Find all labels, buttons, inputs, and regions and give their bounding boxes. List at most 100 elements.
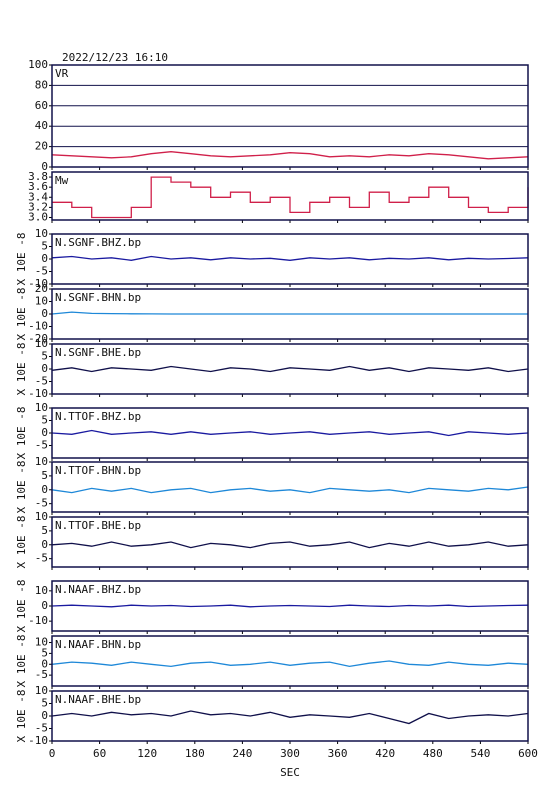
y-tick-label: -10 xyxy=(28,277,48,290)
y-tick-label: 10 xyxy=(35,510,48,523)
x-tick-label: 300 xyxy=(280,747,300,760)
panel-label: VR xyxy=(55,67,69,80)
y-tick-label: 3.4 xyxy=(28,190,48,203)
y-axis-label: X 10E -8 xyxy=(15,233,28,286)
panel-frame xyxy=(51,461,529,513)
y-tick-label: 10 xyxy=(35,337,48,350)
y-tick-label: 80 xyxy=(35,78,48,91)
panel-frame xyxy=(51,516,529,568)
panel-label: Mw xyxy=(55,174,69,187)
y-tick-label: -5 xyxy=(35,497,48,510)
y-tick-label: 5 xyxy=(41,646,48,659)
panel-frame xyxy=(51,580,529,632)
x-tick-label: 180 xyxy=(185,747,205,760)
trace xyxy=(51,429,529,437)
panel-frame xyxy=(51,233,529,285)
trace xyxy=(52,176,529,219)
y-axis-label: X 10E -8 xyxy=(15,580,28,633)
x-tick-label: 120 xyxy=(137,747,157,760)
trace xyxy=(51,255,529,261)
y-tick-label: 5 xyxy=(41,469,48,482)
y-axis-label: X 10E -8 xyxy=(15,461,28,514)
panel-label: N.NAAF.BHN.bp xyxy=(55,638,141,651)
y-tick-label: -5 xyxy=(35,265,48,278)
y-tick-label: 5 xyxy=(41,350,48,363)
panel-frame xyxy=(51,407,529,459)
x-tick-label: 240 xyxy=(232,747,252,760)
y-tick-label: 3.6 xyxy=(28,180,48,193)
trace xyxy=(51,311,528,315)
x-tick-label: 420 xyxy=(375,747,395,760)
y-tick-label: 0 xyxy=(41,657,48,670)
y-axis-label: X 10E -8 xyxy=(15,635,28,688)
y-tick-label: 0 xyxy=(41,362,48,375)
y-tick-label: 100 xyxy=(28,58,48,71)
y-tick-label: 60 xyxy=(35,99,48,112)
y-tick-label: 5 xyxy=(41,240,48,253)
x-tick-label: 480 xyxy=(423,747,443,760)
trace xyxy=(51,151,529,160)
y-tick-label: -5 xyxy=(35,668,48,681)
y-tick-label: 10 xyxy=(35,636,48,649)
trace xyxy=(51,710,529,725)
panel-frame xyxy=(51,288,529,340)
x-tick-label: 60 xyxy=(93,747,106,760)
x-tick-label: 600 xyxy=(518,747,538,760)
y-tick-label: 5 xyxy=(41,697,48,710)
y-tick-label: -10 xyxy=(28,320,48,333)
trace xyxy=(51,604,529,608)
y-tick-label: -5 xyxy=(35,439,48,452)
y-tick-label: 3.2 xyxy=(28,200,48,213)
y-tick-label: 10 xyxy=(35,584,48,597)
y-tick-label: -10 xyxy=(28,614,48,627)
y-tick-label: 5 xyxy=(41,414,48,427)
y-tick-label: 40 xyxy=(35,119,48,132)
y-tick-label: 20 xyxy=(35,140,48,153)
y-tick-label: 0 xyxy=(41,709,48,722)
x-tick-label: 0 xyxy=(49,747,56,760)
x-axis-label: SEC xyxy=(280,766,300,779)
trace xyxy=(51,541,529,549)
y-tick-label: -5 xyxy=(35,552,48,565)
y-tick-label: 3.8 xyxy=(28,170,48,183)
chart-title: 2022/12/23 16:10 xyxy=(62,51,168,64)
y-tick-label: 20 xyxy=(35,282,48,295)
y-tick-label: -10 xyxy=(28,387,48,400)
panel-label: N.SGNF.BHZ.bp xyxy=(55,236,141,249)
panel-label: N.TTOF.BHZ.bp xyxy=(55,410,141,423)
panel-label: N.NAAF.BHZ.bp xyxy=(55,583,141,596)
y-tick-label: 0 xyxy=(41,538,48,551)
panel-frame xyxy=(51,64,529,168)
y-tick-label: -5 xyxy=(35,375,48,388)
panel-frame xyxy=(51,171,529,221)
panel-label: N.SGNF.BHN.bp xyxy=(55,291,141,304)
y-tick-label: -5 xyxy=(35,722,48,735)
y-tick-label: 3.0 xyxy=(28,210,48,223)
y-axis-label: X 10E -8 xyxy=(15,690,28,743)
trace xyxy=(51,486,529,494)
y-tick-label: 10 xyxy=(35,455,48,468)
y-tick-label: -10 xyxy=(28,734,48,747)
y-tick-label: -20 xyxy=(28,332,48,345)
y-tick-label: 0 xyxy=(41,160,48,173)
x-tick-label: 360 xyxy=(328,747,348,760)
y-axis-label: X 10E -8 xyxy=(15,343,28,396)
y-tick-label: 0 xyxy=(41,426,48,439)
y-tick-label: 10 xyxy=(35,295,48,308)
panel-label: N.NAAF.BHE.bp xyxy=(55,693,141,706)
y-tick-label: 0 xyxy=(41,599,48,612)
y-axis-label: X 10E -8 xyxy=(15,516,28,569)
panel-label: N.TTOF.BHE.bp xyxy=(55,519,141,532)
y-tick-label: 0 xyxy=(41,252,48,265)
y-tick-label: 10 xyxy=(35,401,48,414)
trace xyxy=(51,365,529,373)
y-tick-label: 10 xyxy=(35,227,48,240)
y-tick-label: 5 xyxy=(41,524,48,537)
panel-frame xyxy=(51,635,529,687)
panel-label: N.TTOF.BHN.bp xyxy=(55,464,141,477)
trace xyxy=(51,660,529,668)
y-tick-label: 0 xyxy=(41,307,48,320)
x-tick-label: 540 xyxy=(470,747,490,760)
y-axis-label: X 10E -8 xyxy=(15,288,28,341)
panel-frame xyxy=(51,690,529,742)
